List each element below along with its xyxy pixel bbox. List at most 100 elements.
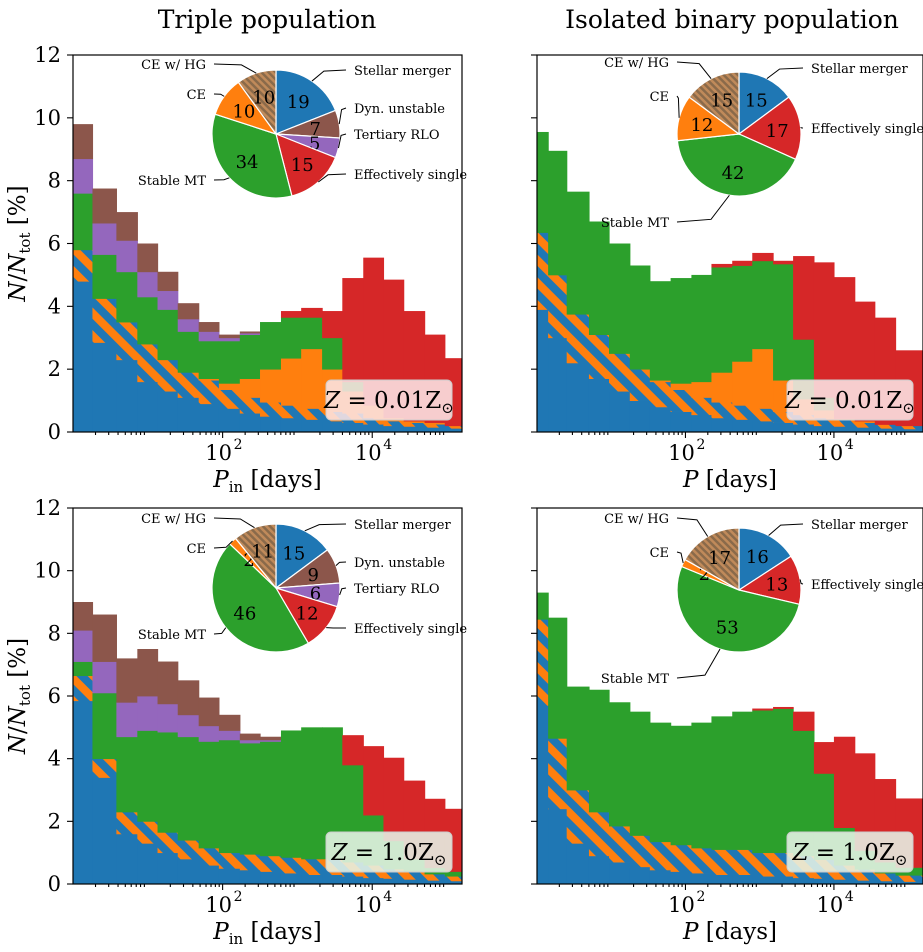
y-axis-label-ntot: N [5,705,31,727]
bar-effectively_single [793,256,815,340]
bar-tertiary_rlo [137,271,159,298]
bar-stellar_merger [73,281,94,432]
metallicity-label: Z = 0.01Z⊙ [784,388,915,417]
bar-effectively_single [280,311,302,318]
bar-stellar_merger [793,424,815,432]
bar-stellar_merger [537,309,549,432]
bar-stellar_merger [833,879,856,884]
pie-value-effectively_single: 15 [291,155,314,176]
bar-ce [403,421,426,423]
bar-dyn_unstable [198,322,220,332]
bar-ce_with_hg [260,855,282,872]
bar-tertiary_rlo [218,730,241,741]
x-tick-label: 10 [205,893,232,917]
bar-stellar_merger [322,421,343,432]
bar-ce [854,421,876,423]
pie-value-ce: 2 [243,550,254,571]
y-tick-label: 6 [48,232,61,256]
bar-ce_with_hg [670,844,692,872]
bar-ce_with_hg [444,876,462,882]
bar-stellar_merger [239,413,261,432]
pie-leader-dyn_unstable [335,561,347,566]
y-axis-label-sub: tot [16,233,34,254]
bar-effectively_single [363,746,385,816]
bar-ce_with_hg [301,408,323,420]
x-axis: 10 2 10 4 [94,432,445,465]
bar-stellar_merger [588,378,610,432]
bar-ce_with_hg [711,849,733,875]
column-title-binary: Isolated binary population [565,5,899,34]
x-tick-label: 10 [668,893,695,917]
x-tick-label: 10 [817,893,844,917]
bar-stellar_merger [92,777,117,884]
x-axis-label-unit: [days] [243,919,322,945]
x-tick-exponent: 4 [383,437,392,453]
bar-ce [649,380,672,383]
bar-ce_with_hg [73,249,94,282]
pie-label-effectively_single: Effectively single [811,122,923,137]
bar-ce_with_hg [649,381,672,408]
bar-stable_mt [793,730,815,857]
bar-ce_with_hg [813,417,835,427]
bar-dyn_unstable [116,658,138,703]
pie-slice-ce_with_hg [237,69,277,136]
pie-leader-stable_mt [676,648,721,679]
bar-stable_mt [280,730,302,858]
pie-slice-stable_mt [211,113,293,199]
x-tick-exponent: 4 [383,889,392,905]
metallicity-box-bg [786,379,914,421]
y-tick-label: 8 [48,621,61,645]
y-axis-label: N/Ntot [%] [5,638,34,755]
bar-stable_mt [711,267,733,373]
bar-ce_with_hg [198,847,220,866]
y-tick-label: 12 [34,43,61,67]
bar-tertiary_rlo [239,333,261,336]
x-tick-exponent: 2 [234,889,243,905]
x-tick-exponent: 2 [696,437,705,453]
bar-ce [752,348,774,409]
bar-stellar_merger [198,865,220,884]
bar-tertiary_rlo [177,714,200,738]
metallicity-label: Z = 1.0Z⊙ [330,840,446,869]
bar-ce_with_hg [116,811,138,835]
bar-stellar_merger [537,705,549,884]
bar-ce_with_hg [157,832,179,854]
y-tick-label: 4 [48,747,61,771]
metallicity-box-bg [325,831,453,873]
y-axis [531,54,537,433]
pie-slice-stellar_merger [738,527,792,592]
bar-stellar_merger [732,419,753,432]
bar-tertiary_rlo [73,158,94,194]
x-tick-label: 10 [817,441,844,465]
y-tick-label: 2 [48,809,61,833]
pie-slice-stellar_merger [275,523,329,590]
bar-ce [424,422,446,425]
bar-stable_mt [137,730,159,822]
pie-leader-effectively_single [318,173,347,183]
y-tick-label: 6 [48,684,61,708]
bar-ce_with_hg [92,298,117,343]
bar-effectively_single [342,278,364,383]
y-axis-label-unit: [%] [5,638,31,685]
y-axis-label-sub: tot [16,685,34,706]
pie-leader-stable_mt [213,627,227,635]
bar-effectively_single [854,753,876,851]
bar-ce_with_hg [548,738,568,810]
bar-dyn_unstable [239,733,261,741]
bar-stable_mt [752,260,774,350]
pie-label-ce: CE [187,542,206,557]
bar-stable_mt [137,296,159,345]
pie-value-ce_with_hg: 17 [708,548,731,569]
pie-leader-ce [213,540,233,549]
bar-stable_mt [322,727,343,860]
bar-effectively_single [793,711,815,731]
bar-effectively_single [773,706,794,709]
x-axis-label: P [days] [682,919,777,945]
bar-stellar_merger [833,426,856,432]
bar-stellar_merger [732,874,753,884]
x-tick-exponent: 4 [845,437,854,453]
bar-tertiary_rlo [239,739,261,744]
bar-effectively_single [813,742,835,774]
metallicity-sun: ⊙ [902,399,915,417]
